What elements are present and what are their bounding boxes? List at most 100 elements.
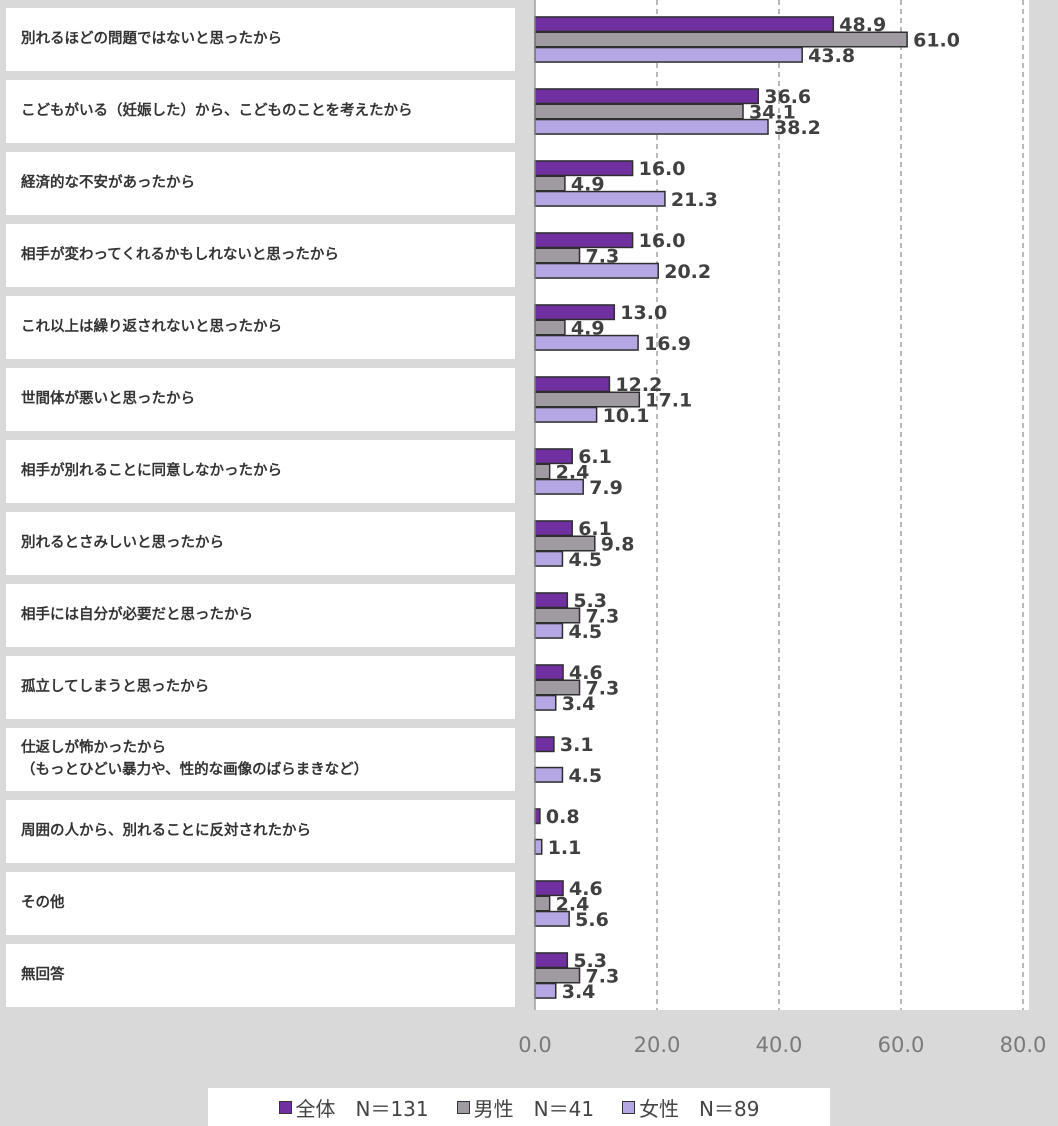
bar xyxy=(534,463,551,480)
value-label: 7.3 xyxy=(586,606,620,628)
legend-swatch xyxy=(278,1100,292,1114)
value-label: 4.5 xyxy=(568,549,602,571)
category-row: その他 xyxy=(6,872,515,935)
x-tick-label: 40.0 xyxy=(756,1033,803,1057)
bar xyxy=(534,46,803,63)
value-label: 3.1 xyxy=(560,734,594,756)
category-label: 仕返しが怖かったから （もっとひどい暴力や、性的な画像のばらまきなど） xyxy=(21,740,369,778)
value-label: 16.0 xyxy=(639,230,686,252)
category-row: 仕返しが怖かったから （もっとひどい暴力や、性的な画像のばらまきなど） xyxy=(6,728,515,791)
value-label: 5.3 xyxy=(573,950,607,972)
legend-label: 女性 N＝89 xyxy=(639,1096,760,1121)
category-row: 孤立してしまうと思ったから xyxy=(6,656,515,719)
category-label: 相手が別れることに同意しなかったから xyxy=(21,462,282,479)
category-label: 別れるほどの問題ではないと思ったから xyxy=(21,30,282,47)
value-label: 16.9 xyxy=(644,333,691,355)
x-tick-label: 20.0 xyxy=(634,1033,681,1057)
value-label: 0.8 xyxy=(546,806,580,828)
plot-background xyxy=(535,0,1029,1010)
bar xyxy=(534,247,581,264)
category-row: これ以上は繰り返されないと思ったから xyxy=(6,296,515,359)
bar xyxy=(534,910,570,927)
value-label: 4.9 xyxy=(571,174,605,196)
value-label: 7.3 xyxy=(586,246,620,268)
legend-item: 男性 N＝41 xyxy=(456,1093,594,1122)
category-row: 相手が変わってくれるかもしれないと思ったから xyxy=(6,224,515,287)
value-label: 12.2 xyxy=(615,374,662,396)
value-label: 20.2 xyxy=(664,261,711,283)
value-label: 2.4 xyxy=(556,894,590,916)
category-label: 無回答 xyxy=(21,966,65,983)
value-label: 5.3 xyxy=(573,590,607,612)
bar xyxy=(534,262,659,279)
bar xyxy=(534,766,564,783)
value-label: 48.9 xyxy=(839,14,886,36)
bar xyxy=(534,319,566,336)
legend-item: 全体 N＝131 xyxy=(278,1093,429,1122)
bar xyxy=(534,406,598,423)
x-tick-label: 0.0 xyxy=(518,1033,551,1057)
bar xyxy=(534,952,569,969)
value-label: 7.3 xyxy=(586,966,620,988)
value-label: 38.2 xyxy=(774,117,821,139)
value-label: 3.4 xyxy=(562,693,596,715)
value-label: 61.0 xyxy=(913,30,960,52)
legend-item: 女性 N＝89 xyxy=(622,1093,759,1122)
category-label: 周囲の人から、別れることに反対されたから xyxy=(21,822,311,839)
bar xyxy=(534,118,769,135)
x-tick-label: 60.0 xyxy=(878,1033,925,1057)
category-row: 相手には自分が必要だと思ったから xyxy=(6,584,515,647)
category-label: 世間体が悪いと思ったから xyxy=(21,390,195,407)
category-row: 別れるほどの問題ではないと思ったから xyxy=(6,8,515,71)
value-label: 1.1 xyxy=(548,837,582,859)
bar xyxy=(534,334,639,351)
bar xyxy=(534,982,557,999)
value-label: 13.0 xyxy=(620,302,667,324)
category-row: 世間体が悪いと思ったから xyxy=(6,368,515,431)
value-label: 43.8 xyxy=(808,45,855,67)
bar xyxy=(534,376,611,393)
value-label: 6.1 xyxy=(578,446,612,468)
bar xyxy=(534,808,541,825)
bar xyxy=(534,190,666,207)
category-label: 経済的な不安があったから xyxy=(21,174,195,191)
bar xyxy=(534,520,573,537)
category-row: 周囲の人から、別れることに反対されたから xyxy=(6,800,515,863)
bar xyxy=(534,694,557,711)
legend-label: 全体 N＝131 xyxy=(295,1096,429,1121)
category-label: 相手には自分が必要だと思ったから xyxy=(21,606,253,623)
category-row: 相手が別れることに同意しなかったから xyxy=(6,440,515,503)
value-label: 10.1 xyxy=(603,405,650,427)
value-label: 4.6 xyxy=(569,878,603,900)
bar xyxy=(534,103,744,120)
bar xyxy=(534,550,564,567)
category-label: こどもがいる（妊娠した）から、こどものことを考えたから xyxy=(21,102,413,119)
bar xyxy=(534,16,835,33)
bar xyxy=(534,592,569,609)
value-label: 21.3 xyxy=(671,189,718,211)
value-label: 5.6 xyxy=(575,909,609,931)
x-tick-label: 80.0 xyxy=(1000,1033,1047,1057)
category-label: これ以上は繰り返されないと思ったから xyxy=(21,318,282,335)
category-label: 別れるとさみしいと思ったから xyxy=(21,534,224,551)
bar xyxy=(534,664,564,681)
value-label: 7.3 xyxy=(586,678,620,700)
category-label: 相手が変わってくれるかもしれないと思ったから xyxy=(21,246,339,263)
legend-swatch xyxy=(622,1100,636,1114)
value-label: 6.1 xyxy=(578,518,612,540)
value-label: 4.5 xyxy=(568,765,602,787)
value-label: 9.8 xyxy=(601,534,635,556)
value-label: 7.9 xyxy=(589,477,623,499)
bar xyxy=(534,478,584,495)
bar xyxy=(534,736,555,753)
category-label: 孤立してしまうと思ったから xyxy=(21,678,210,695)
category-row: 別れるとさみしいと思ったから xyxy=(6,512,515,575)
value-label: 4.5 xyxy=(568,621,602,643)
category-row: 無回答 xyxy=(6,944,515,1007)
value-label: 34.1 xyxy=(749,102,796,124)
bar xyxy=(534,838,543,855)
value-label: 16.0 xyxy=(639,158,686,180)
category-row: こどもがいる（妊娠した）から、こどものことを考えたから xyxy=(6,80,515,143)
